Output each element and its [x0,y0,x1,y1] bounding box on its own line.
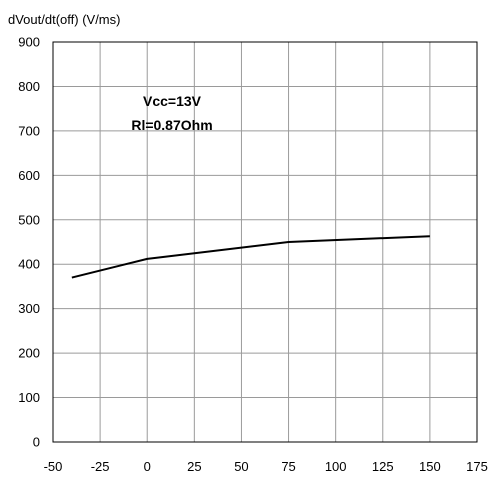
x-tick-label: -50 [44,459,63,474]
x-tick-label: -25 [91,459,110,474]
series-layer [71,235,430,279]
y-tick-label: 200 [18,346,40,361]
y-tick-label: 800 [18,79,40,94]
y-tick-label: 400 [18,257,40,272]
y-tick-label: 600 [18,168,40,183]
y-tick-labels: 0 100 200 300 400 500 600 700 800 900 [18,35,40,450]
x-tick-label: 0 [144,459,151,474]
y-tick-label: 100 [18,390,40,405]
annotation-rl: Rl=0.87Ohm [131,117,212,133]
x-tick-label: 175 [466,459,488,474]
y-tick-label: 0 [33,435,40,450]
x-tick-labels: -50 -25 0 25 50 75 100 125 150 175 [44,459,488,474]
series-line [71,235,430,279]
x-tick-label: 75 [281,459,295,474]
x-tick-label: 50 [234,459,248,474]
x-tick-label: 25 [187,459,201,474]
grid [53,42,477,442]
y-tick-label: 700 [18,123,40,138]
x-tick-label: 150 [419,459,441,474]
x-tick-label: 125 [372,459,394,474]
y-tick-label: 300 [18,301,40,316]
y-axis-label: dVout/dt(off) (V/ms) [8,12,120,27]
y-tick-label: 500 [18,212,40,227]
plot-area-frame [52,41,478,443]
annotation-vcc: Vcc=13V [143,93,202,109]
x-tick-label: 100 [325,459,347,474]
y-tick-label: 900 [18,35,40,50]
